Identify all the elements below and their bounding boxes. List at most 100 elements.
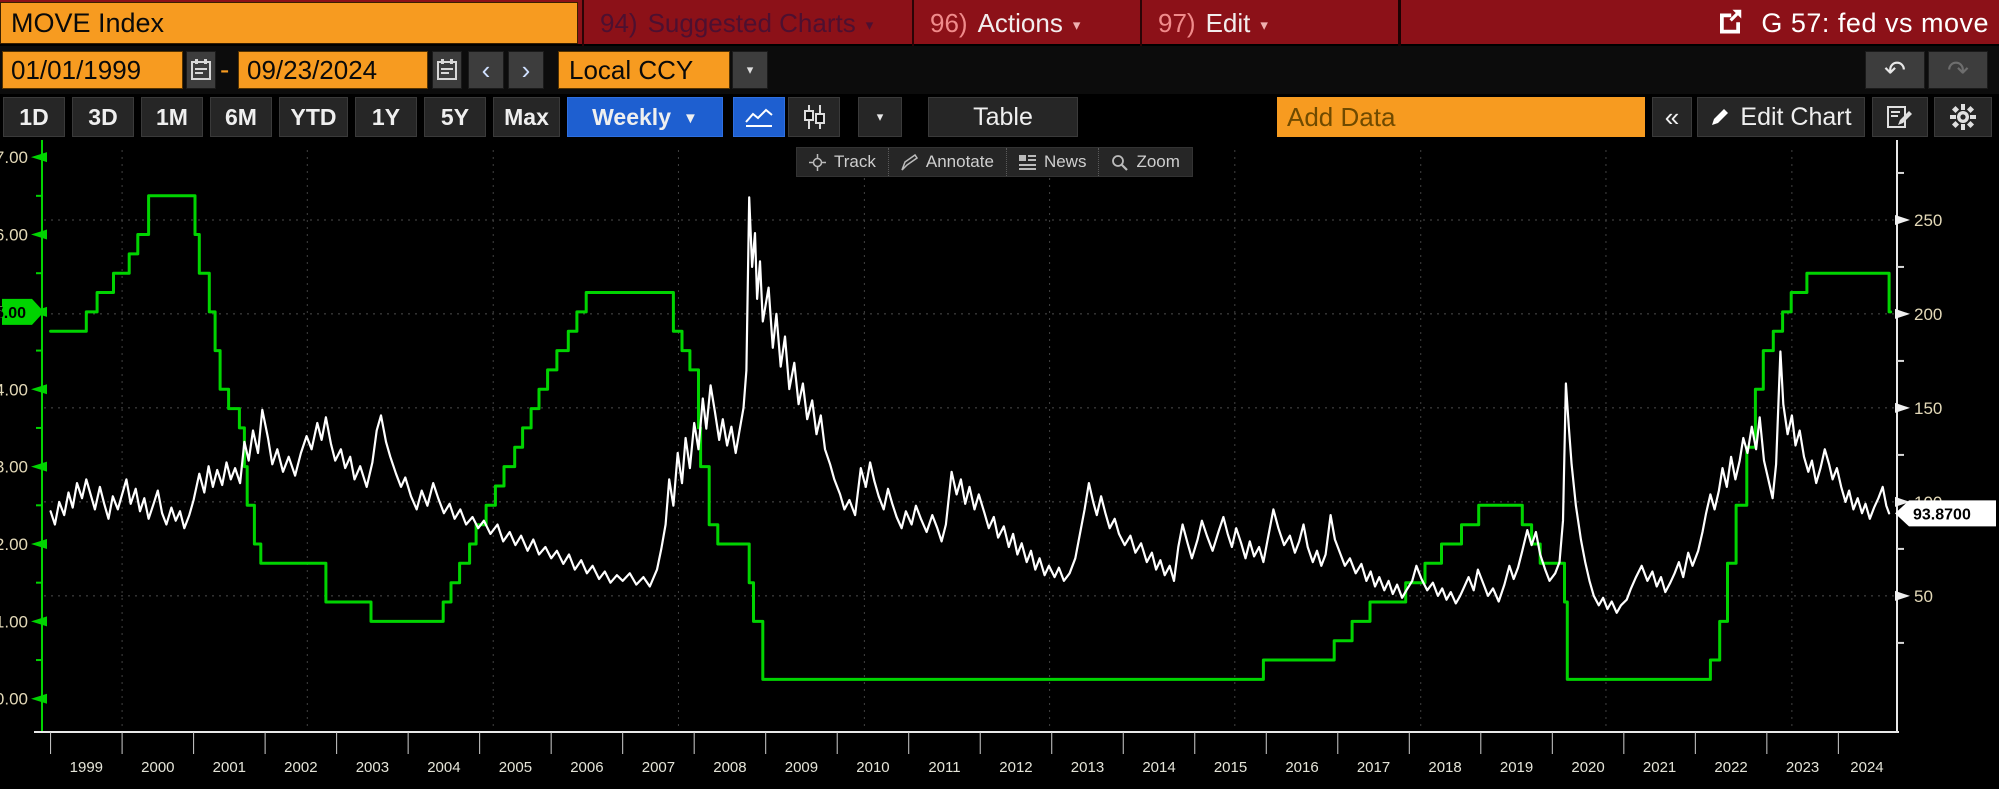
- svg-text:2007: 2007: [642, 759, 675, 776]
- svg-text:2011: 2011: [928, 759, 960, 776]
- chart-title: G 57: fed vs move: [1761, 7, 1989, 38]
- svg-text:6.00: 6.00: [0, 226, 28, 245]
- range-1d-button[interactable]: 1D: [3, 97, 65, 137]
- range-5y-button[interactable]: 5Y: [424, 97, 486, 137]
- step-forward-button[interactable]: ›: [508, 51, 544, 89]
- candlestick-chart-type-button[interactable]: [788, 97, 840, 137]
- svg-text:2012: 2012: [999, 759, 1032, 776]
- add-data-input[interactable]: [1277, 97, 1645, 137]
- title-bar: 94) Suggested Charts ▾ 96) Actions ▾ 97)…: [0, 0, 1999, 46]
- svg-text:2001: 2001: [213, 759, 246, 776]
- menu-edit[interactable]: 97) Edit ▾: [1140, 0, 1340, 46]
- svg-text:2015: 2015: [1214, 759, 1247, 776]
- period-select[interactable]: Weekly ▼: [567, 97, 723, 137]
- start-date-field[interactable]: [2, 51, 183, 89]
- redo-button[interactable]: ↷: [1928, 51, 1988, 89]
- step-back-button[interactable]: ‹: [468, 51, 504, 89]
- range-1m-button[interactable]: 1M: [141, 97, 203, 137]
- svg-text:4.00: 4.00: [0, 380, 28, 399]
- track-button[interactable]: Track: [797, 148, 888, 176]
- svg-text:3.00: 3.00: [0, 458, 28, 477]
- range-1y-button[interactable]: 1Y: [355, 97, 417, 137]
- svg-text:2014: 2014: [1142, 759, 1175, 776]
- menu-number: 94): [600, 7, 638, 38]
- end-date-field[interactable]: [238, 51, 428, 89]
- svg-text:2002: 2002: [284, 759, 317, 776]
- chevron-down-icon: ▾: [1072, 17, 1081, 34]
- chevron-down-icon: ▾: [865, 17, 874, 34]
- magnifier-icon: [1112, 154, 1129, 171]
- menu-actions[interactable]: 96) Actions ▾: [912, 0, 1140, 46]
- undo-button[interactable]: ↶: [1865, 51, 1925, 89]
- svg-text:2018: 2018: [1428, 759, 1461, 776]
- calendar-icon[interactable]: [432, 51, 462, 89]
- svg-text:7.00: 7.00: [0, 148, 28, 167]
- track-label: Track: [834, 152, 876, 171]
- news-icon: [1018, 154, 1036, 170]
- svg-text:150: 150: [1914, 399, 1942, 418]
- chart-controls-bar: 1D 3D 1M 6M YTD 1Y 5Y Max Weekly ▼ ▾ Tab…: [0, 94, 1999, 140]
- date-bar: - ‹ › Local CCY ▾ ↶ ↷: [0, 46, 1999, 94]
- svg-text:5.00: 5.00: [0, 305, 26, 322]
- pencil-icon: [1712, 109, 1729, 125]
- currency-dropdown-button[interactable]: ▾: [732, 51, 768, 89]
- export-icon[interactable]: [1715, 6, 1745, 41]
- svg-text:1999: 1999: [70, 759, 103, 776]
- chart-plot[interactable]: 0.001.002.003.004.005.006.007.0050100150…: [0, 140, 1999, 789]
- table-button[interactable]: Table: [928, 97, 1078, 137]
- zoom-button[interactable]: Zoom: [1098, 148, 1191, 176]
- svg-text:0.00: 0.00: [0, 690, 28, 709]
- svg-text:2003: 2003: [356, 759, 389, 776]
- gear-icon[interactable]: [1934, 97, 1992, 137]
- chart-type-dropdown-button[interactable]: ▾: [858, 97, 902, 137]
- currency-select[interactable]: Local CCY: [558, 51, 730, 89]
- crosshair-icon: [809, 153, 826, 171]
- svg-text:2000: 2000: [141, 759, 174, 776]
- zoom-label: Zoom: [1136, 152, 1180, 171]
- svg-text:2017: 2017: [1357, 759, 1390, 776]
- svg-text:2021: 2021: [1643, 759, 1676, 776]
- svg-text:2010: 2010: [856, 759, 889, 776]
- annotate-button[interactable]: Annotate: [887, 148, 1006, 176]
- menu-suggested-charts[interactable]: 94) Suggested Charts ▾: [582, 0, 912, 46]
- svg-text:2013: 2013: [1071, 759, 1104, 776]
- annotate-label: Annotate: [925, 152, 994, 171]
- chevron-right-icon: ›: [521, 54, 531, 85]
- annotate-pencil-icon: [901, 153, 918, 171]
- chart-overlay-toolbar: Track Annotate News Zoom: [796, 147, 1193, 177]
- svg-text:250: 250: [1914, 211, 1942, 230]
- svg-text:2009: 2009: [785, 759, 818, 776]
- svg-text:200: 200: [1914, 305, 1942, 324]
- svg-text:2024: 2024: [1850, 759, 1883, 776]
- range-6m-button[interactable]: 6M: [210, 97, 272, 137]
- svg-text:2016: 2016: [1285, 759, 1318, 776]
- menu-label: Edit: [1205, 7, 1251, 38]
- chevron-down-icon: ▾: [1260, 17, 1268, 34]
- menu-label: Actions: [977, 7, 1063, 38]
- undo-icon: ↶: [1884, 54, 1906, 85]
- redo-icon: ↷: [1947, 54, 1969, 85]
- svg-text:2004: 2004: [427, 759, 460, 776]
- range-ytd-button[interactable]: YTD: [279, 97, 348, 137]
- svg-text:2005: 2005: [499, 759, 532, 776]
- divider: [1398, 0, 1401, 46]
- calendar-icon[interactable]: [186, 51, 216, 89]
- menu-number: 96): [930, 7, 968, 38]
- menu-number: 97): [1158, 7, 1196, 38]
- line-chart-type-button[interactable]: [733, 97, 785, 137]
- currency-value: Local CCY: [569, 54, 694, 85]
- svg-text:93.8700: 93.8700: [1913, 506, 1971, 523]
- svg-text:2022: 2022: [1714, 759, 1747, 776]
- collapse-panel-button[interactable]: «: [1652, 97, 1692, 137]
- svg-text:2020: 2020: [1571, 759, 1604, 776]
- svg-text:2023: 2023: [1786, 759, 1819, 776]
- svg-text:2006: 2006: [570, 759, 603, 776]
- range-max-button[interactable]: Max: [493, 97, 560, 137]
- security-input[interactable]: [0, 2, 578, 44]
- annotation-note-button[interactable]: [1872, 97, 1928, 137]
- range-3d-button[interactable]: 3D: [72, 97, 134, 137]
- news-button[interactable]: News: [1005, 148, 1099, 176]
- chevron-down-icon: ▾: [746, 62, 754, 77]
- chart-area[interactable]: 0.001.002.003.004.005.006.007.0050100150…: [0, 140, 1999, 789]
- edit-chart-button[interactable]: Edit Chart: [1697, 97, 1865, 137]
